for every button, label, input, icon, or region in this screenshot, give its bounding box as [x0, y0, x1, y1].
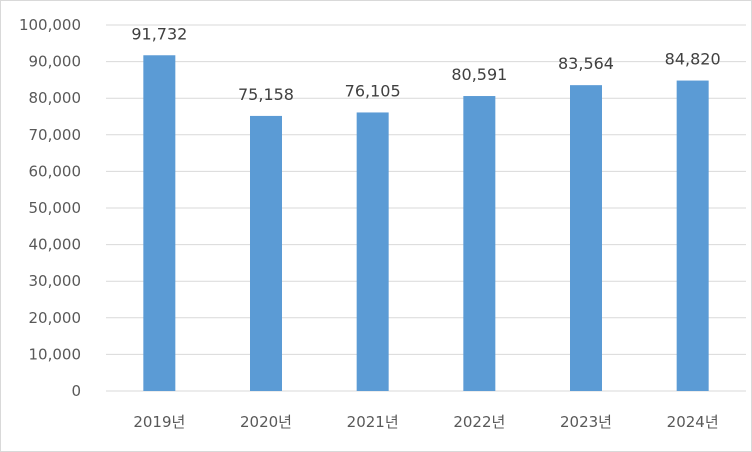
bar [463, 96, 496, 392]
bar [250, 115, 282, 391]
bar [143, 55, 176, 392]
data-label: 83,564 [558, 54, 614, 73]
y-tick-label: 20,000 [29, 309, 82, 327]
x-tick-label: 2022년 [453, 413, 505, 431]
x-tick-label: 2024년 [667, 413, 719, 431]
bar [356, 112, 389, 392]
y-tick-label: 70,000 [29, 126, 82, 144]
bar [676, 80, 709, 391]
data-label: 84,820 [665, 50, 721, 69]
y-tick-label: 40,000 [29, 236, 82, 254]
x-tick-label: 2023년 [560, 413, 612, 431]
x-tick-label: 2019년 [133, 413, 185, 431]
y-tick-label: 90,000 [29, 53, 82, 71]
x-tick-label: 2021년 [347, 413, 399, 431]
y-tick-label: 60,000 [29, 162, 82, 180]
data-label: 91,732 [131, 24, 187, 43]
y-tick-label: 50,000 [29, 199, 82, 217]
bar [570, 85, 602, 391]
data-label: 80,591 [451, 65, 507, 84]
y-tick-label: 10,000 [29, 345, 82, 363]
data-label: 75,158 [238, 85, 294, 104]
x-tick-label: 2020년 [240, 413, 292, 431]
y-tick-label: 30,000 [29, 272, 82, 290]
y-tick-label: 100,000 [19, 16, 81, 34]
data-label: 76,105 [345, 81, 401, 100]
y-tick-label: 0 [71, 382, 81, 400]
y-tick-label: 80,000 [29, 89, 82, 107]
